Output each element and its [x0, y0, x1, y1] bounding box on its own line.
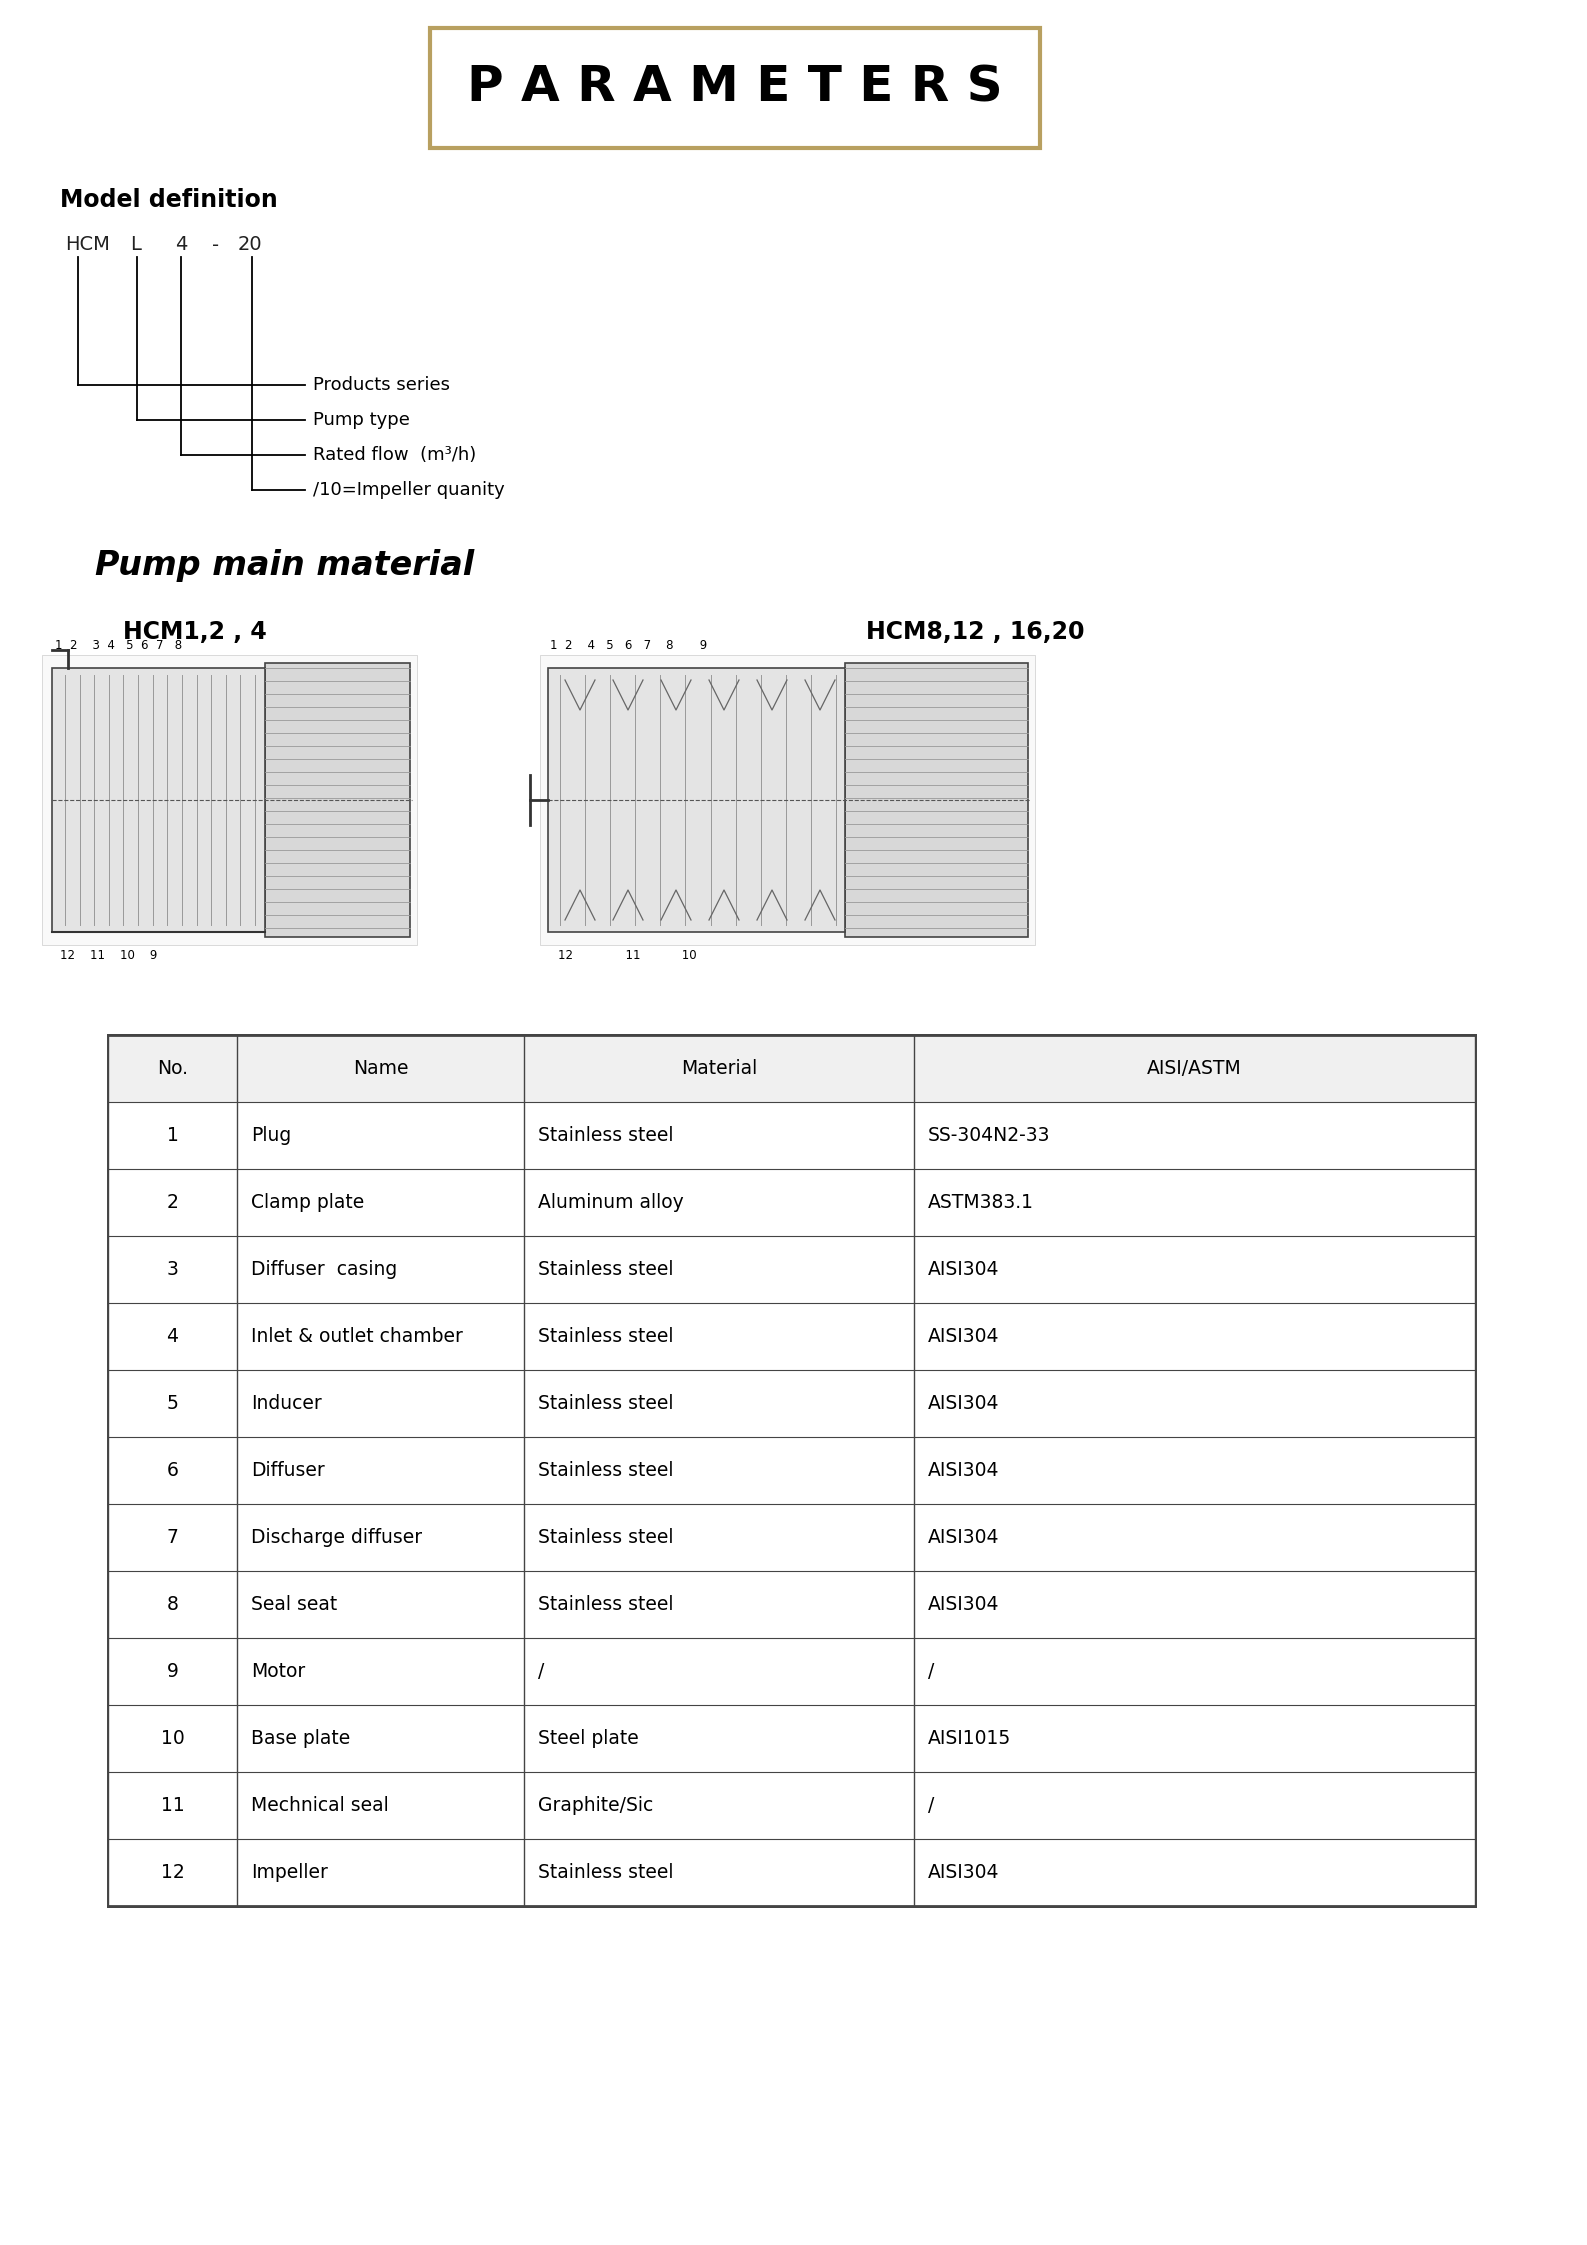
Text: 12              11           10: 12 11 10	[559, 950, 697, 963]
Text: P A R A M E T E R S: P A R A M E T E R S	[467, 65, 1003, 112]
Text: 12: 12	[160, 1863, 184, 1881]
Text: Diffuser: Diffuser	[251, 1461, 325, 1479]
Text: 20: 20	[238, 236, 262, 254]
Text: Base plate: Base plate	[251, 1729, 351, 1749]
Text: SS-304N2-33: SS-304N2-33	[928, 1127, 1051, 1145]
Text: /: /	[928, 1661, 935, 1682]
Bar	[108, 1504, 1474, 1572]
Text: Inducer: Inducer	[251, 1394, 322, 1412]
Text: 1  2    3  4   5  6  7   8: 1 2 3 4 5 6 7 8	[56, 640, 183, 651]
Bar	[108, 1102, 1474, 1170]
Text: -: -	[213, 236, 219, 254]
Text: Seal seat: Seal seat	[251, 1594, 338, 1614]
Text: Stainless steel: Stainless steel	[538, 1327, 673, 1347]
Text: Stainless steel: Stainless steel	[538, 1259, 673, 1280]
Text: AISI304: AISI304	[928, 1529, 1000, 1547]
Text: Discharge diffuser: Discharge diffuser	[251, 1529, 422, 1547]
Text: AISI304: AISI304	[928, 1594, 1000, 1614]
Text: Stainless steel: Stainless steel	[538, 1529, 673, 1547]
Text: Products series: Products series	[313, 375, 451, 395]
Text: Motor: Motor	[251, 1661, 305, 1682]
Bar	[41, 656, 417, 945]
Text: Mechnical seal: Mechnical seal	[251, 1796, 389, 1814]
Text: Stainless steel: Stainless steel	[538, 1594, 673, 1614]
Bar	[108, 1369, 1474, 1437]
Bar	[108, 1771, 1474, 1839]
Text: 10: 10	[160, 1729, 184, 1749]
Text: ASTM383.1: ASTM383.1	[928, 1192, 1035, 1212]
Text: Material: Material	[681, 1060, 757, 1078]
Text: HCM1,2 , 4: HCM1,2 , 4	[124, 620, 267, 644]
Bar	[540, 656, 1035, 945]
Text: AISI304: AISI304	[928, 1461, 1000, 1479]
Text: Steel plate: Steel plate	[538, 1729, 638, 1749]
Bar	[430, 27, 1039, 148]
Text: Rated flow  (m³/h): Rated flow (m³/h)	[313, 447, 476, 465]
Text: Plug: Plug	[251, 1127, 292, 1145]
Bar	[108, 1839, 1474, 1906]
Text: /: /	[928, 1796, 935, 1814]
Text: Stainless steel: Stainless steel	[538, 1127, 673, 1145]
Text: Name: Name	[352, 1060, 408, 1078]
Text: Pump main material: Pump main material	[95, 548, 475, 581]
Bar	[108, 1302, 1474, 1369]
Text: /10=Impeller quanity: /10=Impeller quanity	[313, 480, 505, 498]
Text: 1: 1	[167, 1127, 178, 1145]
Text: AISI1015: AISI1015	[928, 1729, 1011, 1749]
Bar	[108, 1035, 1474, 1102]
Bar	[108, 1639, 1474, 1704]
Text: No.: No.	[157, 1060, 187, 1078]
Text: Pump type: Pump type	[313, 411, 409, 429]
Text: Stainless steel: Stainless steel	[538, 1863, 673, 1881]
Text: AISI304: AISI304	[928, 1327, 1000, 1347]
Bar	[548, 669, 844, 932]
Text: AISI/ASTM: AISI/ASTM	[1147, 1060, 1243, 1078]
Bar	[108, 1170, 1474, 1237]
Text: AISI304: AISI304	[928, 1394, 1000, 1412]
Text: HCM: HCM	[65, 236, 110, 254]
Text: 7: 7	[167, 1529, 178, 1547]
Text: /: /	[538, 1661, 544, 1682]
Bar	[52, 669, 265, 932]
Text: Impeller: Impeller	[251, 1863, 329, 1881]
Bar	[108, 1704, 1474, 1771]
Bar	[108, 1035, 1474, 1906]
Text: 12    11    10    9: 12 11 10 9	[60, 950, 157, 963]
Text: Stainless steel: Stainless steel	[538, 1394, 673, 1412]
Bar	[108, 1237, 1474, 1302]
Text: AISI304: AISI304	[928, 1259, 1000, 1280]
Text: 2: 2	[167, 1192, 178, 1212]
Text: Graphite/Sic: Graphite/Sic	[538, 1796, 654, 1814]
Bar	[844, 662, 1028, 936]
Text: Diffuser  casing: Diffuser casing	[251, 1259, 397, 1280]
Text: Clamp plate: Clamp plate	[251, 1192, 365, 1212]
Text: 11: 11	[160, 1796, 184, 1814]
Text: 5: 5	[167, 1394, 178, 1412]
Text: 1  2    4   5   6   7    8       9: 1 2 4 5 6 7 8 9	[551, 640, 708, 651]
Text: L: L	[130, 236, 141, 254]
Text: 4: 4	[167, 1327, 178, 1347]
Bar	[108, 1572, 1474, 1639]
Bar	[108, 1437, 1474, 1504]
Text: Inlet & outlet chamber: Inlet & outlet chamber	[251, 1327, 463, 1347]
Text: 4: 4	[175, 236, 187, 254]
Text: Aluminum alloy: Aluminum alloy	[538, 1192, 684, 1212]
Text: 9: 9	[167, 1661, 178, 1682]
Text: 8: 8	[167, 1594, 178, 1614]
Text: 6: 6	[167, 1461, 178, 1479]
Text: Stainless steel: Stainless steel	[538, 1461, 673, 1479]
Text: Model definition: Model definition	[60, 189, 278, 211]
Text: HCM8,12 , 16,20: HCM8,12 , 16,20	[867, 620, 1084, 644]
Text: 3: 3	[167, 1259, 178, 1280]
Text: AISI304: AISI304	[928, 1863, 1000, 1881]
Bar	[265, 662, 409, 936]
